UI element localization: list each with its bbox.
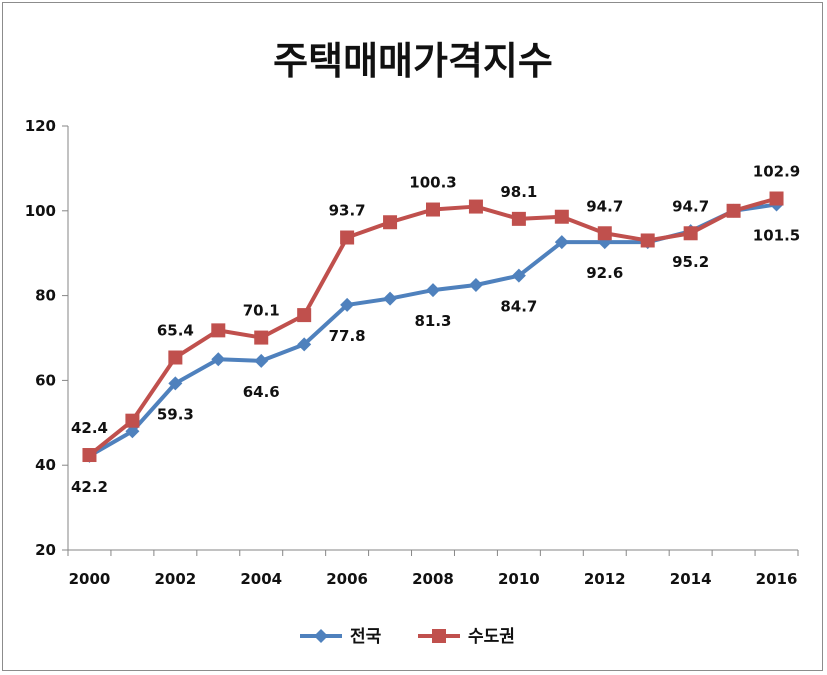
x-tick-label: 2016 bbox=[756, 570, 798, 588]
data-point bbox=[340, 297, 355, 312]
data-point bbox=[554, 235, 569, 250]
y-tick-label: 20 bbox=[35, 541, 56, 559]
data-point bbox=[640, 233, 655, 248]
data-point bbox=[211, 352, 226, 367]
data-point bbox=[340, 230, 355, 245]
data-label: 94.7 bbox=[672, 197, 709, 215]
data-point bbox=[168, 350, 183, 365]
data-label: 92.6 bbox=[586, 264, 623, 282]
x-tick-label: 2008 bbox=[412, 570, 454, 588]
data-label: 42.2 bbox=[71, 478, 108, 496]
x-tick-label: 2012 bbox=[584, 570, 626, 588]
data-label: 95.2 bbox=[672, 253, 709, 271]
data-point bbox=[254, 330, 269, 345]
x-tick-label: 2010 bbox=[498, 570, 540, 588]
data-point bbox=[597, 226, 612, 241]
data-label: 98.1 bbox=[500, 183, 537, 201]
data-label: 100.3 bbox=[409, 174, 456, 192]
data-label: 94.7 bbox=[586, 197, 623, 215]
data-point bbox=[426, 283, 440, 298]
data-point bbox=[769, 191, 784, 206]
data-point bbox=[297, 308, 312, 323]
x-tick-label: 2000 bbox=[69, 570, 111, 588]
y-tick-label: 60 bbox=[35, 371, 56, 389]
data-point bbox=[168, 376, 183, 391]
data-label: 81.3 bbox=[414, 312, 451, 330]
data-point bbox=[125, 424, 140, 439]
data-point bbox=[82, 448, 97, 463]
data-point bbox=[432, 629, 446, 643]
data-label: 59.3 bbox=[157, 405, 194, 423]
x-tick-label: 2004 bbox=[240, 570, 282, 588]
legend-item: 전국 bbox=[300, 627, 382, 647]
data-point bbox=[468, 199, 483, 214]
y-tick-label: 100 bbox=[25, 202, 56, 220]
data-label: 101.5 bbox=[753, 226, 800, 244]
data-point bbox=[426, 202, 440, 217]
data-label: 84.7 bbox=[500, 298, 537, 316]
data-point bbox=[511, 268, 526, 283]
data-point bbox=[125, 413, 140, 428]
data-label: 42.4 bbox=[71, 419, 108, 437]
data-point bbox=[383, 291, 398, 306]
data-label: 93.7 bbox=[329, 202, 366, 220]
series bbox=[82, 191, 784, 463]
data-point bbox=[297, 337, 312, 352]
data-point bbox=[554, 209, 569, 224]
chart-title: 주택매매가격지수 bbox=[273, 39, 553, 83]
data-label: 77.8 bbox=[329, 327, 366, 345]
data-point bbox=[383, 215, 398, 230]
data-point bbox=[726, 203, 741, 218]
data-label: 70.1 bbox=[243, 302, 280, 320]
data-point bbox=[511, 211, 526, 226]
data-point bbox=[314, 629, 328, 643]
y-tick-label: 80 bbox=[35, 287, 56, 305]
data-label: 65.4 bbox=[157, 322, 194, 340]
data-point bbox=[254, 353, 269, 368]
legend-item: 수도권 bbox=[418, 627, 515, 647]
y-tick-label: 120 bbox=[25, 117, 56, 135]
data-label: 64.6 bbox=[243, 383, 280, 401]
legend-label: 전국 bbox=[350, 627, 382, 647]
data-point bbox=[468, 278, 483, 292]
series-layer bbox=[82, 191, 784, 463]
y-tick-label: 40 bbox=[35, 456, 56, 474]
data-labels: 42.2 59.3 64.6 77.8 81.3 84.7 92.6 95.2 101.5 42.… bbox=[71, 163, 800, 496]
x-tick-label: 2006 bbox=[326, 570, 368, 588]
data-label: 102.9 bbox=[753, 163, 800, 181]
x-tick-label: 2014 bbox=[670, 570, 712, 588]
legend: 전국 수도권 bbox=[300, 627, 515, 647]
data-point bbox=[683, 226, 698, 241]
x-tick-label: 2002 bbox=[154, 570, 196, 588]
legend-label: 수도권 bbox=[468, 627, 515, 647]
axes: 20 40 60 80 100 120 2000 2002 2004 2006 2008 2010 20… bbox=[25, 117, 799, 588]
data-point bbox=[211, 323, 226, 338]
